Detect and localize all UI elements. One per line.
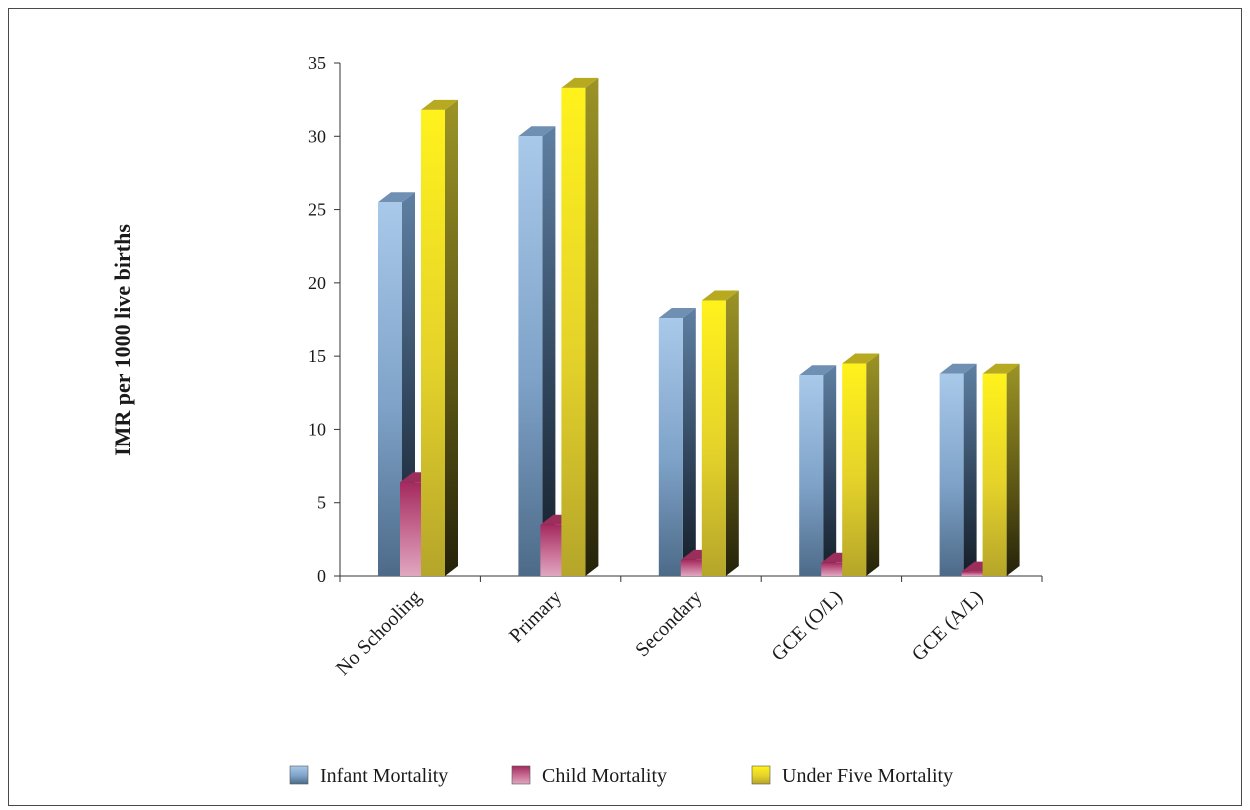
bar-front (658, 318, 683, 576)
bar-front (701, 300, 726, 576)
bar-front (518, 136, 543, 577)
bar-under-five-mortality (561, 77, 599, 576)
bar-under-five-mortality (842, 353, 880, 576)
bar-side (542, 126, 556, 577)
y-tick-label: 5 (317, 493, 326, 513)
bar-top (421, 99, 458, 110)
bar-top (701, 290, 739, 301)
bar-front (561, 87, 586, 576)
axes: 0 5 10 15 20 25 30 35 (308, 53, 1043, 586)
bar-infant-mortality (518, 126, 556, 577)
bar-front (821, 562, 846, 576)
bar-top (378, 192, 415, 203)
y-tick-label: 25 (308, 200, 326, 220)
bar-top (939, 363, 977, 374)
bar-front (842, 363, 867, 576)
bar-under-five-mortality (982, 363, 1020, 576)
legend-swatch (289, 765, 309, 785)
legend-item: Infant Mortality (289, 765, 448, 787)
legend-label: Infant Mortality (320, 765, 448, 787)
bar-side (682, 308, 696, 576)
y-axis-label: IMR per 1000 live births (110, 224, 135, 456)
bar-under-five-mortality (421, 99, 458, 576)
bar-infant-mortality (658, 308, 696, 576)
legend-label: Under Five Mortality (782, 765, 953, 787)
y-tick-label: 15 (308, 346, 326, 366)
legend-swatch (511, 765, 531, 785)
y-tick-label: 10 (308, 419, 326, 439)
y-tick-label: 30 (308, 126, 326, 146)
bar-side (445, 99, 458, 576)
bar-front (421, 109, 445, 576)
legend-label: Child Mortality (542, 765, 667, 787)
chart-frame (8, 8, 1242, 806)
legend-item: Under Five Mortality (751, 765, 953, 787)
bar-top (561, 77, 599, 88)
y-tick-label: 20 (308, 273, 326, 293)
bar-front (540, 524, 565, 576)
bar-infant-mortality (799, 365, 837, 576)
x-tick-label: Primary (505, 586, 566, 647)
legend: Infant Mortality Child Mortality Under Fiv… (289, 765, 953, 787)
x-tick-label: GCE (A/L) (908, 586, 988, 666)
bar-top (799, 365, 837, 376)
y-tick-label: 0 (317, 566, 326, 586)
x-tick-labels: No Schooling Primary Secondary GCE (O/L) GCE… (332, 586, 987, 680)
bar-front (961, 571, 986, 576)
legend-item: Child Mortality (511, 765, 667, 787)
x-tick-label: Secondary (631, 586, 706, 661)
bar-side (866, 353, 880, 576)
bar-side (585, 77, 599, 576)
bar-under-five-mortality (701, 290, 739, 576)
bar-front (400, 482, 424, 576)
x-tick-label: GCE (O/L) (767, 586, 847, 666)
bar-top (842, 353, 880, 364)
bar-side (823, 365, 837, 576)
y-tick-label: 35 (308, 53, 326, 73)
x-tick-label: No Schooling (332, 586, 426, 680)
bar-front (680, 559, 705, 576)
bar-top (658, 308, 696, 319)
bar-front (799, 375, 824, 576)
bar-side (725, 290, 739, 576)
bar-infant-mortality (939, 363, 977, 576)
bar-front (982, 373, 1007, 576)
bar-top (982, 363, 1020, 374)
bar-side (1006, 363, 1020, 576)
bars (378, 77, 1020, 577)
bar-side (963, 363, 977, 576)
bar-front (378, 202, 402, 576)
bar-top (518, 126, 556, 137)
legend-swatch (751, 765, 771, 785)
bar-front (939, 373, 964, 576)
